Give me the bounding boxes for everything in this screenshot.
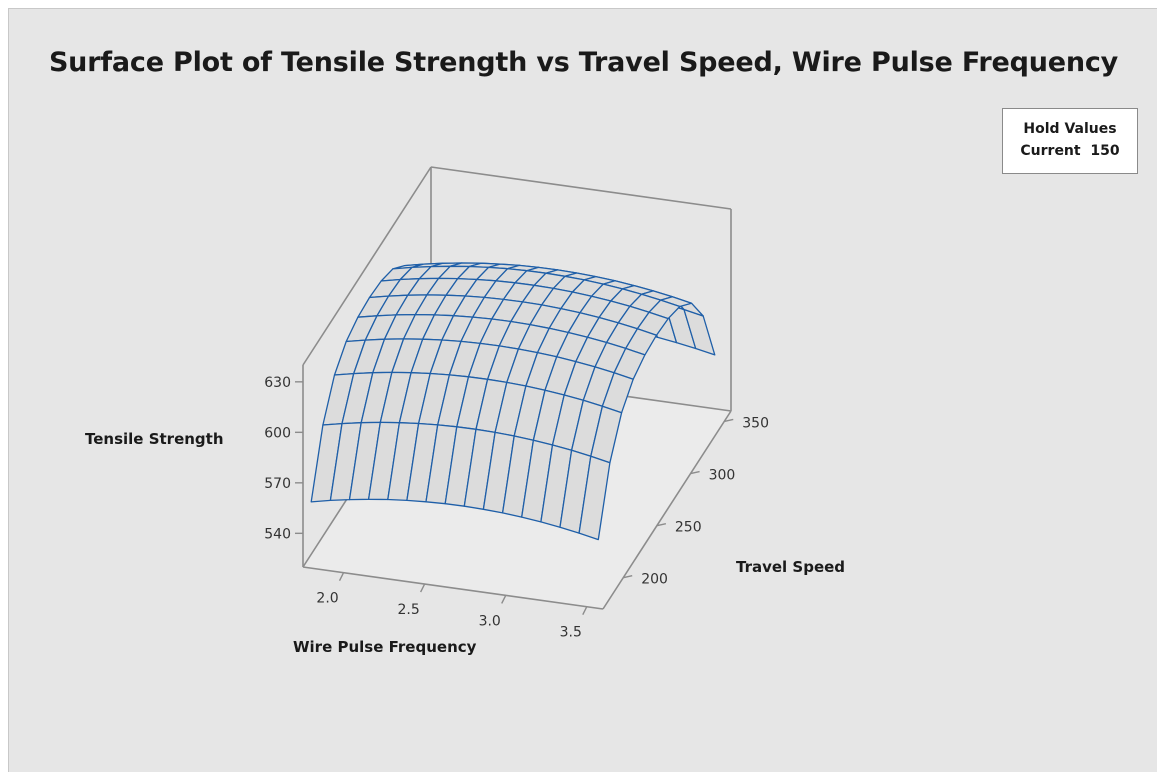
hold-value-number: 150 — [1090, 143, 1120, 159]
hold-values-legend: Hold Values Current 150 — [1002, 108, 1138, 174]
hold-value-name: Current — [1020, 143, 1081, 159]
x-tick-label: 3.0 — [479, 613, 501, 629]
z-tick-label: 570 — [264, 476, 291, 492]
z-axis-title: Tensile Strength — [85, 430, 224, 448]
x-axis-title: Wire Pulse Frequency — [293, 638, 477, 656]
left-wall-top-edge — [302, 166, 432, 366]
y-tick-label: 250 — [675, 520, 702, 536]
x-tick-mark — [501, 595, 507, 604]
y-tick-mark — [623, 575, 633, 579]
x-tick-label: 3.5 — [560, 625, 582, 641]
y-tick-mark — [690, 470, 700, 475]
y-tick-label: 350 — [742, 415, 769, 431]
y-axis-title: Travel Speed — [736, 558, 845, 576]
y-axis-line — [602, 410, 732, 610]
y-tick-label: 300 — [709, 468, 736, 484]
hold-values-header: Hold Values — [1023, 121, 1117, 137]
back-wall-top-edge — [430, 166, 732, 210]
y-tick-label: 200 — [641, 572, 668, 588]
x-tick-label: 2.0 — [316, 591, 338, 607]
x-tick-mark — [582, 606, 588, 616]
axis-ticks: 540 570 600 630 2.0 2.5 3.0 3.5 200 250 300 350 — [264, 375, 769, 641]
z-tick-label: 540 — [264, 526, 291, 542]
chart-title: Surface Plot of Tensile Strength vs Trav… — [48, 47, 1119, 78]
y-tick-mark — [656, 522, 667, 527]
x-tick-label: 2.5 — [397, 602, 419, 618]
hold-value-current: Current 150 — [1003, 140, 1137, 162]
z-tick-label: 600 — [264, 425, 291, 441]
y-tick-mark — [724, 418, 734, 423]
x-tick-mark — [419, 583, 426, 593]
z-tick-label: 630 — [264, 375, 291, 391]
surface-mesh — [310, 262, 716, 541]
x-axis-line — [302, 566, 604, 610]
x-tick-mark — [338, 572, 345, 581]
chart-frame: Surface Plot of Tensile Strength vs Trav… — [8, 8, 1157, 772]
surface-cell — [578, 455, 611, 541]
